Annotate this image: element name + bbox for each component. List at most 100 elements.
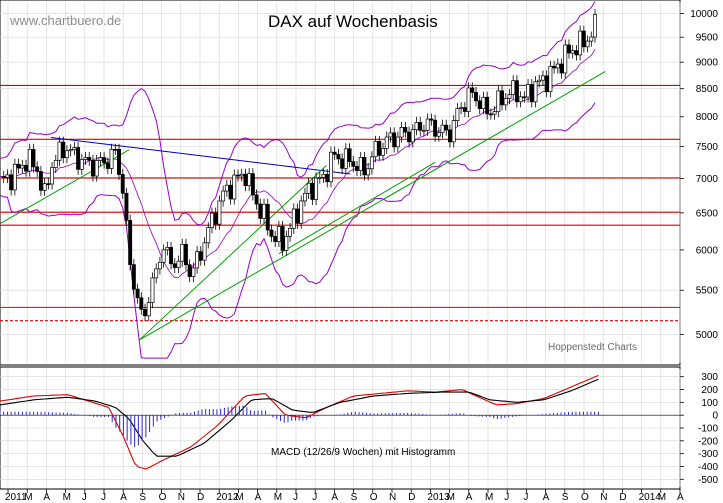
price-tick-label: 5000 xyxy=(696,330,719,341)
price-axis: 5000 5500 6000 6500 7000 7500 8000 8500 9000 9500… xyxy=(680,9,718,341)
time-tick-label: M xyxy=(24,492,32,503)
candle-body xyxy=(295,208,300,224)
trendline xyxy=(278,161,436,255)
candle-body xyxy=(172,263,177,268)
candle-body xyxy=(511,80,516,95)
candle-body xyxy=(481,96,486,109)
price-tick-label: 8000 xyxy=(696,112,719,123)
candle-body xyxy=(381,148,385,156)
candle-body xyxy=(570,50,575,54)
time-tick-label: J xyxy=(293,492,298,503)
candle-body xyxy=(485,96,490,115)
time-tick-label: J xyxy=(523,492,528,503)
candle-body xyxy=(64,150,69,159)
candle-body xyxy=(120,174,125,194)
candle-body xyxy=(548,65,553,93)
price-tick-label: 7500 xyxy=(696,142,719,153)
time-tick-label: A xyxy=(677,492,684,503)
candle-body xyxy=(459,107,464,109)
candle-body xyxy=(533,81,538,103)
candle-body xyxy=(444,124,449,131)
candle-body xyxy=(567,44,571,54)
time-tick-label: A xyxy=(543,492,550,503)
price-tick-label: 7000 xyxy=(696,174,719,185)
time-tick-label: M xyxy=(485,492,493,503)
candle-body xyxy=(343,148,348,169)
candle-body xyxy=(399,127,404,138)
candle-body xyxy=(27,148,32,172)
candle-body xyxy=(518,96,523,103)
macd-tick-label: 300 xyxy=(701,372,718,383)
candle-body xyxy=(213,212,218,225)
candle-body xyxy=(91,159,95,177)
time-tick-label: S xyxy=(351,492,358,503)
candle-body xyxy=(302,193,307,202)
candle-body xyxy=(117,148,121,175)
time-tick-label: J xyxy=(101,492,106,503)
macd-tick-label: 200 xyxy=(701,385,718,396)
candle-body xyxy=(262,203,266,219)
candle-body xyxy=(462,107,467,112)
candle-body xyxy=(68,149,73,152)
macd-tick-label: -400 xyxy=(698,462,718,473)
time-tick-label: 2012 xyxy=(216,492,239,503)
candle-body xyxy=(314,177,319,200)
candle-body xyxy=(425,118,430,131)
candle-body xyxy=(559,63,564,74)
macd-axis: 300 200 100 0 -100-200 -300 -400 -500 xyxy=(680,372,718,486)
candle-body xyxy=(9,174,14,191)
candle-body xyxy=(265,203,270,231)
candle-body xyxy=(529,84,534,103)
candle-body xyxy=(42,183,47,191)
candle-body xyxy=(50,167,55,185)
candle-body xyxy=(102,157,107,164)
time-tick-label: A xyxy=(43,492,50,503)
time-tick-label: 2011 xyxy=(5,492,27,503)
candle-body xyxy=(250,173,255,196)
upper-band xyxy=(0,1,596,226)
candle-body xyxy=(581,30,586,48)
candles xyxy=(1,8,597,322)
candle-body xyxy=(329,151,333,183)
candle-body xyxy=(183,243,188,266)
candle-body xyxy=(514,80,519,103)
candle-body xyxy=(332,151,337,155)
candle-body xyxy=(135,288,140,299)
time-tick-label: 2013 xyxy=(427,492,450,503)
candle-body xyxy=(72,147,77,150)
time-tick-label: 2014 xyxy=(639,492,662,503)
candle-body xyxy=(202,242,207,261)
candle-body xyxy=(94,160,99,177)
candle-body xyxy=(388,132,393,138)
candle-body xyxy=(488,113,493,116)
time-tick-label: N xyxy=(178,492,185,503)
candle-body xyxy=(57,141,62,161)
candle-body xyxy=(273,236,278,242)
candle-body xyxy=(284,235,289,251)
time-tick-label: O xyxy=(159,492,167,503)
candle-body xyxy=(154,268,159,279)
candle-body xyxy=(325,174,330,183)
candle-body xyxy=(210,212,214,228)
time-tick-label: J xyxy=(504,492,509,503)
candle-body xyxy=(53,159,58,168)
candle-body xyxy=(418,122,423,131)
candle-body xyxy=(403,127,408,133)
candle-body xyxy=(421,129,426,132)
candle-body xyxy=(131,264,136,290)
candle-body xyxy=(221,190,226,202)
candle-body xyxy=(589,36,594,42)
candle-body xyxy=(187,264,192,277)
watermark: www.chartbuero.de xyxy=(9,13,121,28)
candle-body xyxy=(540,75,545,81)
candle-body xyxy=(79,159,84,170)
candle-body xyxy=(276,226,281,242)
candle-body xyxy=(407,131,412,143)
candle-body xyxy=(451,120,456,143)
price-tick-label: 9000 xyxy=(696,58,719,69)
candle-body xyxy=(355,166,359,171)
candle-body xyxy=(139,297,144,310)
candle-body xyxy=(20,164,25,169)
macd-histogram xyxy=(0,405,599,448)
